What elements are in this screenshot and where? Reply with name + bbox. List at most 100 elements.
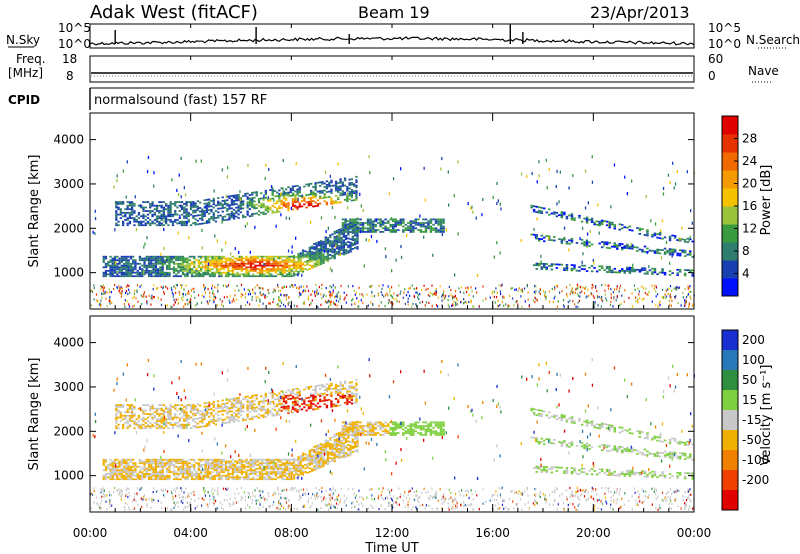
power-cell [155, 210, 159, 212]
power-cell [333, 232, 336, 235]
velocity-cell [331, 436, 334, 439]
power-cell [199, 201, 202, 204]
power-cell [335, 237, 339, 239]
power-cell [197, 264, 200, 267]
velocity-cell [238, 476, 241, 479]
power-cell [439, 220, 443, 223]
power-cell [162, 213, 165, 216]
power-cell [211, 262, 214, 265]
velocity-cell [229, 464, 232, 466]
power-cell [292, 271, 296, 273]
velocity-cell [263, 462, 266, 465]
velocity-cell [333, 444, 336, 447]
power-cell [347, 228, 350, 231]
power-cell [212, 219, 215, 221]
power-cell [300, 205, 304, 208]
power-cell [286, 294, 288, 297]
power-cell [240, 262, 243, 265]
power-cell [555, 284, 557, 287]
power-cell [402, 225, 405, 228]
power-cell [158, 220, 161, 223]
power-cell [332, 202, 335, 205]
power-cell [273, 190, 276, 192]
power-cell [350, 199, 353, 202]
power-cell [311, 256, 314, 259]
velocity-cell [188, 471, 191, 473]
power-cell [347, 241, 350, 243]
power-cell [686, 269, 689, 272]
velocity-cell [281, 464, 284, 466]
power-cell [161, 257, 164, 260]
power-cell [202, 275, 205, 278]
velocity-cell [333, 456, 336, 459]
power-cell [263, 194, 265, 198]
power-cell [270, 185, 273, 189]
power-cell [555, 211, 559, 214]
power-cell [303, 185, 306, 188]
velocity-cell [123, 465, 126, 468]
velocity-cell [144, 404, 147, 406]
power-cell [143, 259, 146, 262]
velocity-cell [117, 416, 120, 419]
power-cell [132, 305, 134, 308]
velocity-cell [354, 437, 357, 440]
velocity-cell [301, 454, 305, 457]
power-cell [115, 206, 118, 209]
velocity-cell [218, 464, 221, 466]
power-cell [429, 291, 431, 294]
power-cell [213, 261, 216, 263]
velocity-cell [254, 462, 257, 465]
power-cell [347, 237, 350, 240]
power-cell [222, 268, 225, 270]
power-cell [676, 272, 679, 275]
velocity-cell [141, 467, 144, 470]
velocity-plot-area [90, 358, 695, 512]
cpid-label: CPID [8, 93, 40, 107]
power-cell [310, 220, 312, 224]
power-cell [458, 287, 460, 290]
power-cell [315, 261, 318, 264]
power-cell [213, 189, 215, 193]
velocity-cell [256, 467, 259, 470]
power-cell [294, 195, 297, 198]
colorbar-swatch [722, 170, 738, 189]
power-cell [628, 245, 632, 248]
power-cell [384, 247, 386, 251]
velocity-cell [240, 460, 243, 463]
power-cell [397, 229, 400, 231]
velocity-cell [274, 465, 277, 468]
power-cell [341, 193, 344, 196]
velocity-cell [131, 411, 134, 414]
power-cell [140, 222, 143, 225]
power-cell [580, 220, 584, 223]
velocity-cell [356, 449, 359, 451]
power-cell [259, 287, 261, 290]
power-cell [327, 226, 329, 230]
power-cell [583, 287, 586, 290]
velocity-cell [193, 465, 196, 468]
power-cell [297, 256, 300, 259]
velocity-cell [344, 445, 348, 447]
power-cell [290, 255, 293, 258]
power-cell [230, 211, 233, 213]
power-cell [245, 304, 247, 307]
power-cell [184, 259, 187, 262]
power-cell [583, 292, 586, 295]
power-cell [329, 241, 332, 244]
power-cell [107, 262, 110, 265]
power-cell [205, 198, 209, 201]
power-cell [276, 202, 279, 205]
velocity-cell [206, 460, 210, 463]
velocity-cell [351, 431, 354, 434]
power-cell [258, 304, 260, 307]
velocity-cell [320, 444, 323, 447]
power-cell [329, 234, 332, 237]
power-cell [220, 261, 223, 263]
velocity-cell [295, 469, 298, 472]
velocity-cell [142, 411, 145, 414]
power-cell [583, 241, 586, 243]
power-cell [683, 249, 687, 252]
power-cell [125, 268, 128, 270]
velocity-cell [265, 467, 268, 470]
power-cell [125, 285, 127, 289]
